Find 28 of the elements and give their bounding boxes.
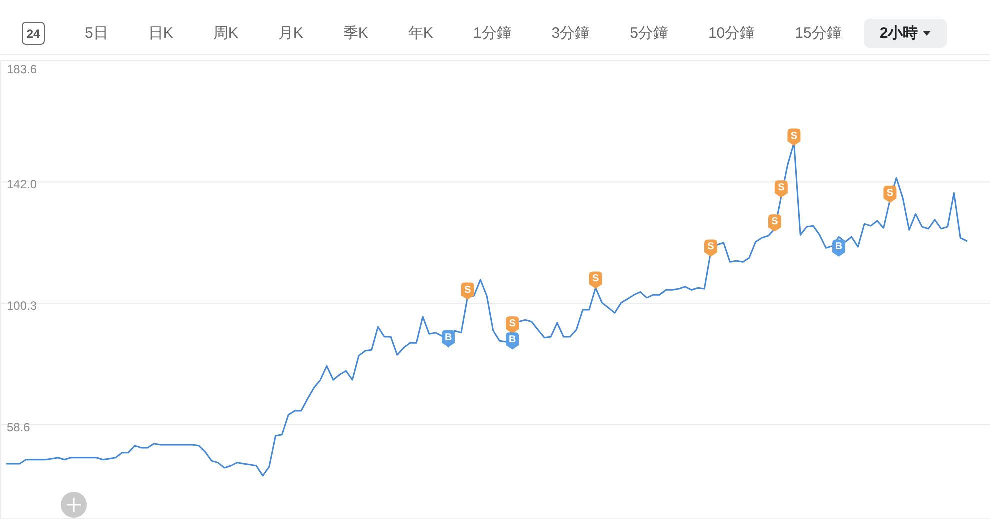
text: 2小時 (880, 24, 918, 43)
text: 年K (408, 24, 434, 43)
text: S (592, 274, 600, 285)
series-label: S (772, 216, 779, 228)
text: 24 (22, 22, 45, 45)
text: 10分鐘 (708, 24, 756, 43)
text: B (444, 332, 452, 344)
y-tick-label: 183.6 (7, 62, 38, 76)
text: S (464, 284, 472, 296)
text: 周K (213, 24, 238, 43)
y-tick-label: 58.6 (7, 420, 31, 434)
y-tick-label: 142.0 (7, 178, 38, 192)
y-tick-label: 100.3 (7, 299, 38, 314)
text: 日K (148, 24, 174, 43)
text: 5分鐘 (630, 24, 668, 43)
text: B (508, 334, 516, 346)
text: 1分鐘 (473, 24, 512, 43)
series-label: B (835, 242, 843, 253)
text: 月K (278, 24, 304, 43)
text: 15分鐘 (795, 24, 842, 43)
text: S (790, 130, 798, 142)
text: S (509, 318, 516, 330)
text: 季K (343, 24, 368, 43)
text: S (708, 242, 714, 253)
text: S (778, 182, 785, 194)
text: S (886, 188, 894, 199)
text: 5日 (85, 24, 108, 43)
text: 3分鐘 (552, 24, 590, 43)
